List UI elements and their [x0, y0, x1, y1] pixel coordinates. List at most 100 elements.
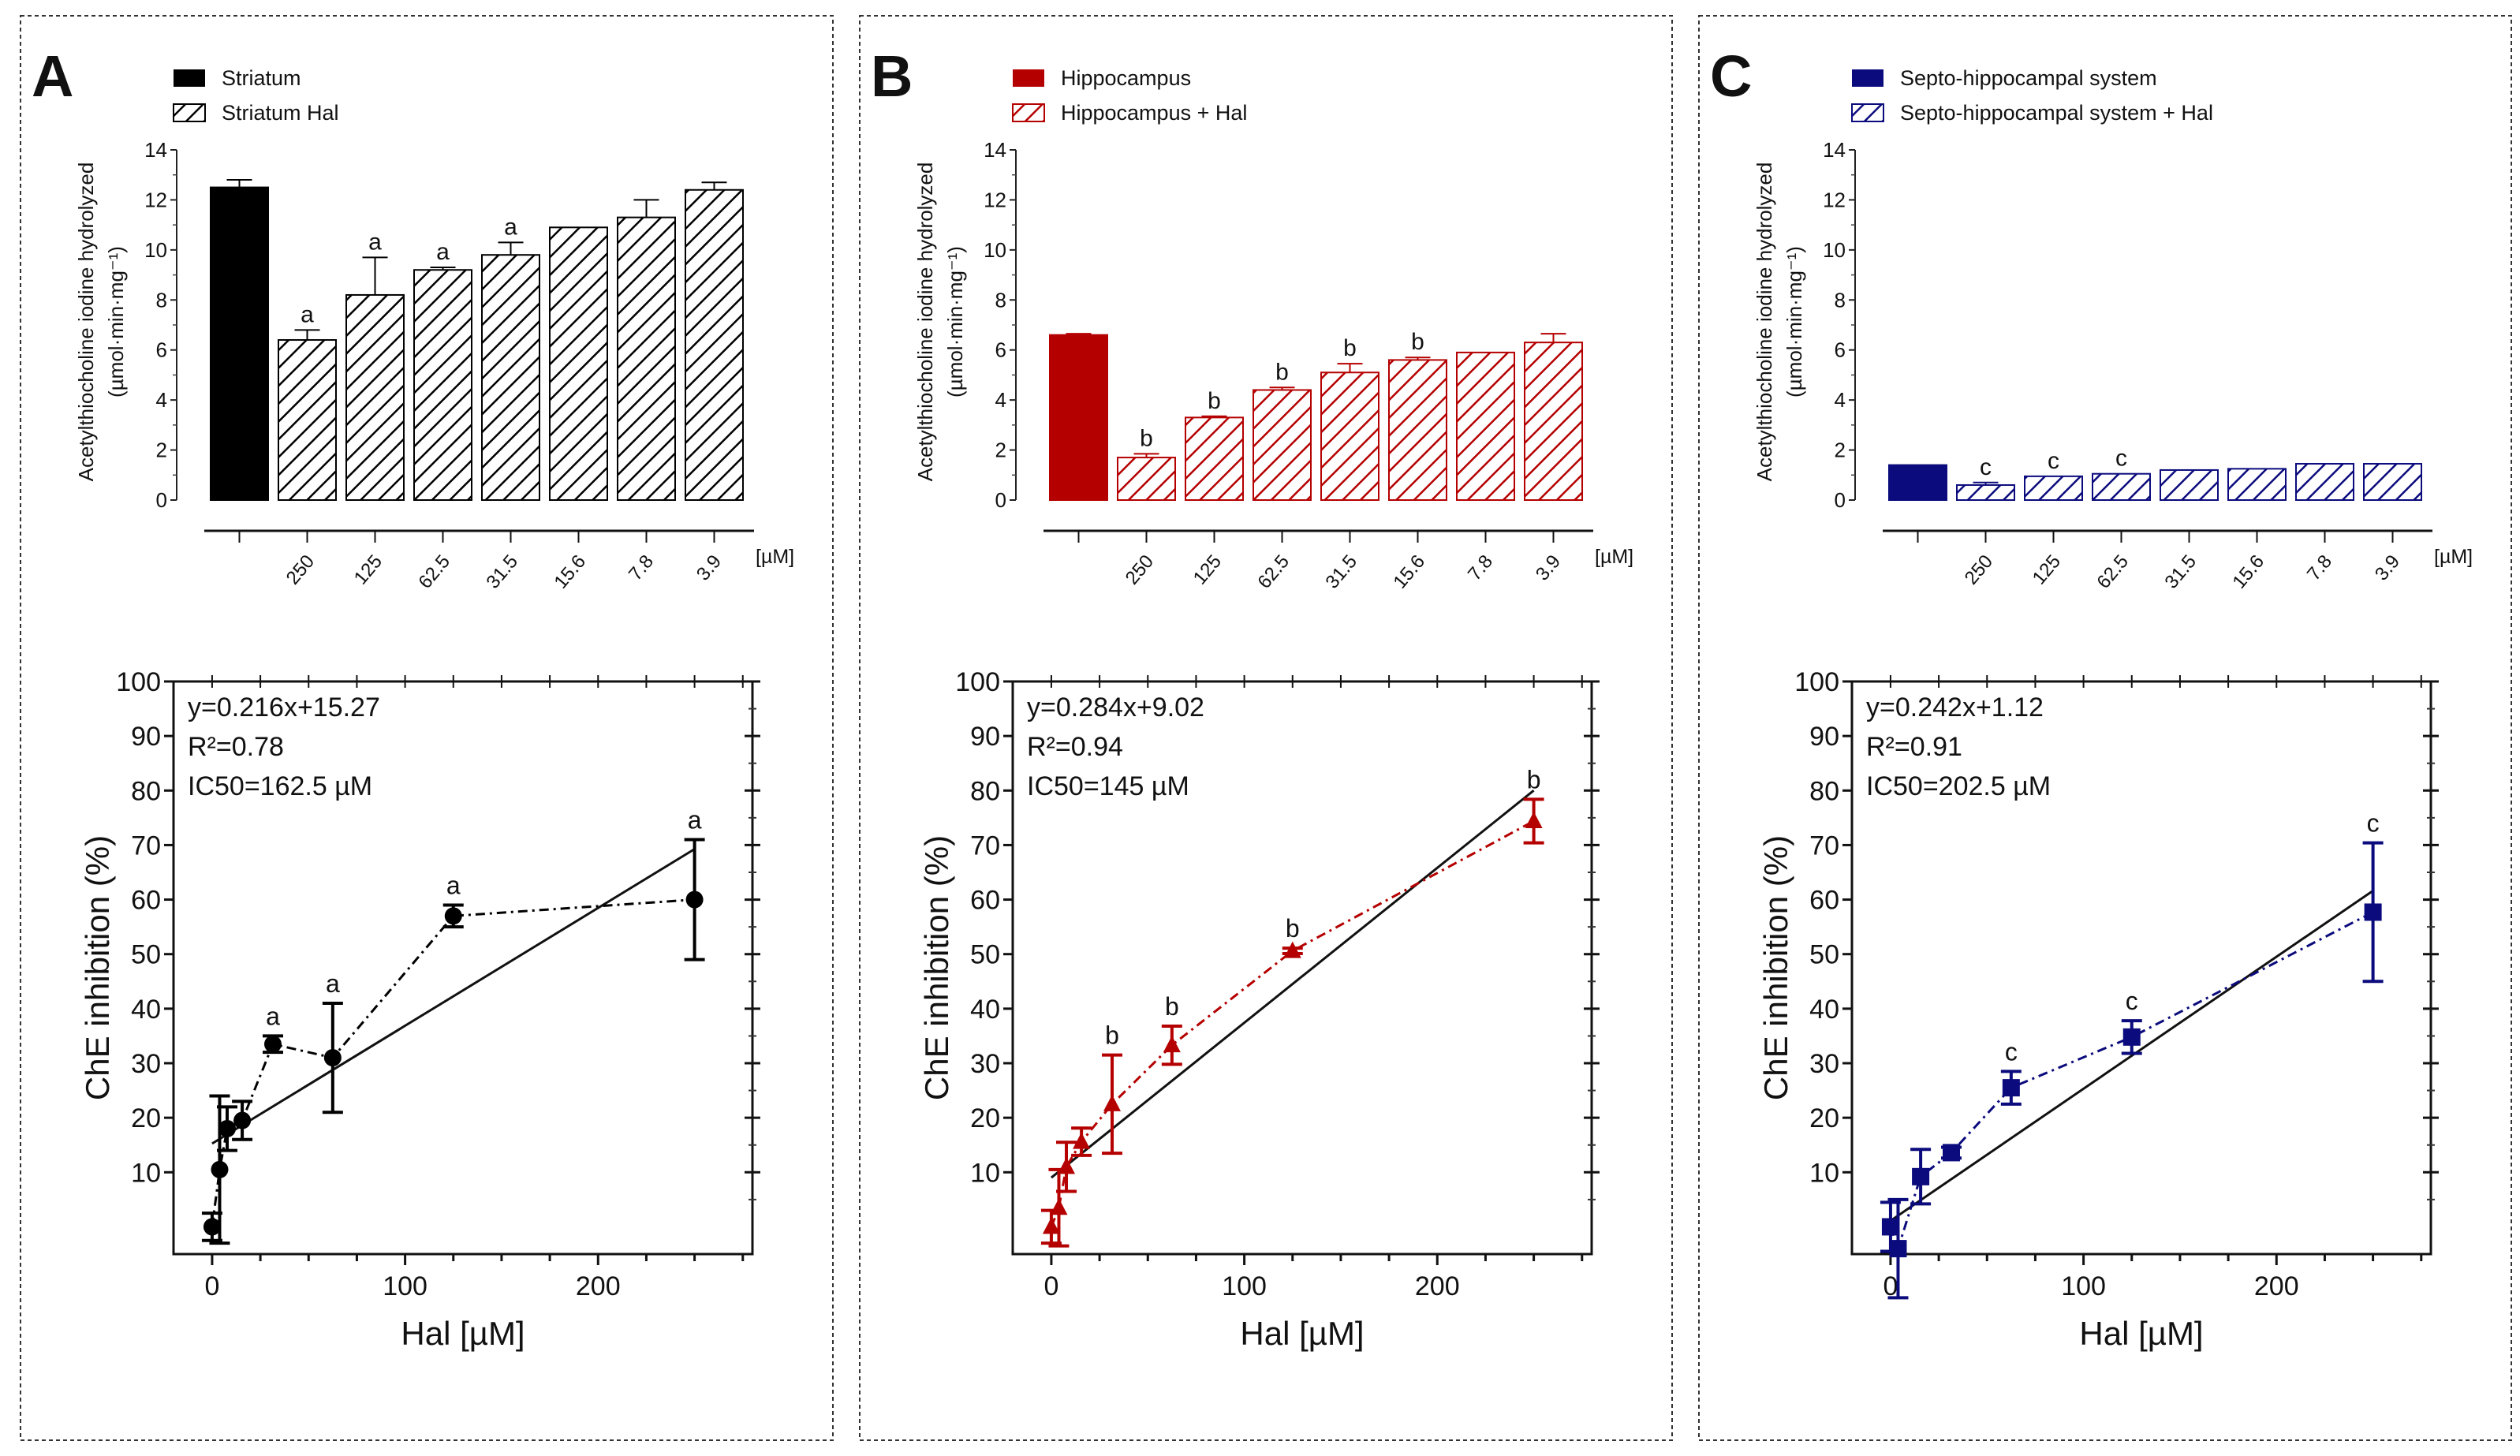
line-y-tick-label: 100	[1794, 667, 1839, 697]
fit-annotation: R²=0.94	[1027, 732, 1123, 762]
line-plot-frame	[172, 680, 754, 1256]
significance-letter: b	[1105, 1021, 1119, 1050]
line-x-axis-title: Hal [µM]	[2079, 1315, 2203, 1352]
line-y-tick-label: 70	[131, 831, 161, 861]
legend-label: Striatum	[222, 66, 301, 90]
significance-letter: b	[1208, 388, 1221, 414]
data-point	[1073, 1132, 1091, 1149]
bar-y-axis-unit: (µmol·min·mg⁻¹)	[943, 246, 967, 398]
significance-letter: a	[446, 871, 461, 899]
line-y-tick-label: 20	[1809, 1103, 1839, 1133]
bar-y-tick-label: 4	[1835, 388, 1846, 412]
legend-label: Hippocampus + Hal	[1061, 101, 1247, 125]
data-point	[264, 1035, 282, 1053]
data-point	[1525, 812, 1543, 829]
data-point	[2364, 903, 2382, 921]
bar-treatment	[685, 189, 744, 501]
panel-letter: A	[32, 43, 73, 109]
line-y-tick-label: 90	[970, 722, 1000, 752]
data-point	[203, 1218, 221, 1236]
bar-y-tick-label: 14	[984, 138, 1006, 162]
significance-letter: a	[368, 229, 382, 255]
bar-y-tick-label: 4	[995, 388, 1006, 412]
line-y-tick-label: 20	[131, 1103, 161, 1133]
bar-treatment	[1253, 389, 1312, 502]
line-y-tick-label: 40	[131, 995, 161, 1025]
line-y-tick-label: 80	[970, 776, 1000, 806]
data-point	[1042, 1217, 1060, 1234]
bar-y-tick-label: 12	[144, 188, 167, 211]
line-y-axis-title: ChE inhibition (%)	[79, 835, 116, 1100]
bar-y-tick-label: 0	[156, 488, 167, 512]
fit-annotation: y=0.216x+15.27	[188, 693, 380, 722]
regression-line	[1890, 890, 2374, 1222]
bar-x-unit: [µM]	[2434, 546, 2473, 568]
line-y-tick-label: 30	[131, 1049, 161, 1079]
bar-x-tick-label: 125	[350, 551, 386, 589]
line-y-tick-label: 90	[131, 722, 161, 752]
bar-treatment	[617, 216, 676, 501]
bar-y-tick-label: 10	[144, 238, 167, 262]
bar-y-tick-label: 2	[156, 439, 167, 462]
line-y-tick-label: 40	[970, 995, 1000, 1025]
bar-y-tick-label: 2	[995, 439, 1006, 462]
line-y-tick-label: 80	[1809, 776, 1839, 806]
significance-letter: a	[688, 806, 702, 834]
legend-swatch-solid	[1013, 69, 1044, 87]
fit-annotation: IC50=202.5 µM	[1866, 771, 2051, 801]
bar-y-axis-title: Acetylthiocholine iodine hydrolyzed	[913, 162, 937, 482]
line-y-tick-label: 40	[1809, 995, 1839, 1025]
data-point	[2002, 1079, 2020, 1097]
line-y-tick-label: 90	[1809, 722, 1839, 752]
legend-swatch-hatched	[1012, 103, 1045, 122]
bar-x-tick-label: 7.8	[625, 551, 658, 585]
bar-y-tick-label: 0	[1835, 488, 1846, 512]
legend-swatch-hatched	[173, 103, 206, 122]
data-point	[233, 1111, 252, 1129]
bar-x-tick-label: 3.9	[1532, 551, 1565, 585]
line-x-tick-label: 0	[1883, 1271, 1898, 1301]
regression-line	[211, 848, 696, 1145]
line-x-tick-label: 100	[2061, 1271, 2106, 1301]
bar-x-tick-label: 31.5	[482, 551, 522, 593]
bar-x-unit: [µM]	[1595, 546, 1633, 568]
bar-y-axis-unit: (µmol·min·mg⁻¹)	[1783, 246, 1806, 398]
panel-b: B Hippocampus Hippocampus + Hal 0 2 4 6 8 10 12 14…	[859, 15, 1673, 1441]
line-x-tick-label: 200	[1415, 1271, 1460, 1301]
data-point	[218, 1119, 237, 1137]
bar-treatment	[2363, 463, 2422, 501]
bar-y-tick-label: 8	[156, 288, 167, 312]
bar-x-tick-label: 15.6	[2228, 551, 2268, 593]
bar-y-axis-title: Acetylthiocholine iodine hydrolyzed	[1753, 162, 1776, 482]
data-point	[1912, 1167, 1930, 1185]
line-y-tick-label: 80	[131, 776, 161, 806]
significance-letter: c	[2115, 446, 2127, 472]
bar-control	[1888, 464, 1947, 501]
fit-annotation: IC50=162.5 µM	[188, 771, 372, 801]
data-series-line	[1050, 819, 1535, 1227]
bar-treatment	[2227, 468, 2287, 501]
line-y-tick-label: 10	[970, 1158, 1000, 1188]
significance-letter: a	[301, 301, 314, 327]
legend-label: Striatum Hal	[222, 101, 339, 125]
bar-x-unit: [µM]	[756, 546, 794, 568]
significance-letter: a	[266, 1002, 280, 1030]
bar-treatment	[1524, 342, 1583, 502]
significance-letter: b	[1286, 914, 1300, 943]
data-point	[444, 907, 462, 925]
significance-letter: b	[1343, 335, 1357, 361]
line-y-tick-label: 30	[970, 1049, 1000, 1079]
line-x-tick-label: 200	[576, 1271, 621, 1301]
bar-x-tick-label: 125	[2029, 551, 2065, 589]
significance-letter: a	[326, 969, 340, 998]
line-y-tick-label: 50	[131, 940, 161, 970]
significance-letter: c	[2367, 809, 2380, 838]
panel-border	[20, 15, 834, 1441]
bar-x-tick-label: 3.9	[693, 551, 726, 585]
line-y-tick-label: 60	[131, 886, 161, 916]
line-x-tick-label: 0	[1043, 1271, 1058, 1301]
line-x-tick-label: 200	[2254, 1271, 2299, 1301]
data-point	[1283, 941, 1301, 958]
significance-letter: b	[1527, 765, 1541, 793]
bar-x-tick-label: 125	[1189, 551, 1226, 589]
